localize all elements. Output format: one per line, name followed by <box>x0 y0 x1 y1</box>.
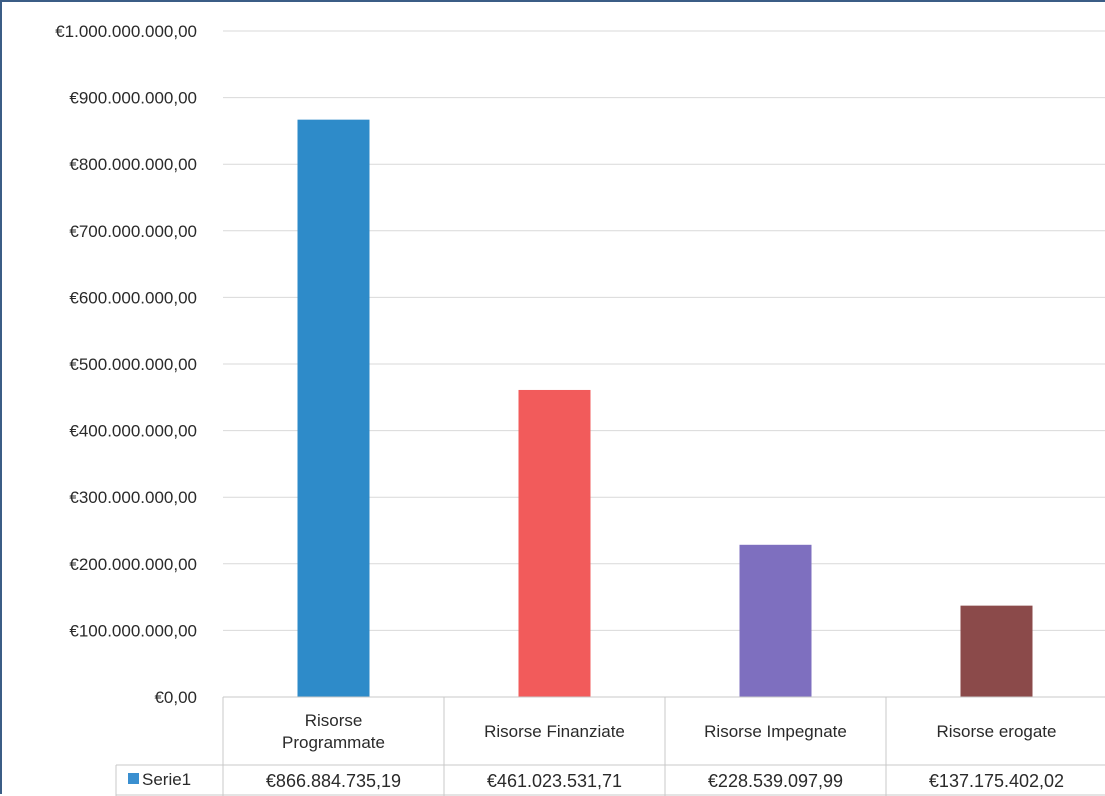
y-tick-label: €200.000.000,00 <box>69 555 197 574</box>
gridlines <box>223 30 1105 698</box>
bar-2 <box>518 389 591 697</box>
y-tick-label: €700.000.000,00 <box>69 222 197 241</box>
y-tick-label: €800.000.000,00 <box>69 155 197 174</box>
bar-3 <box>739 544 812 697</box>
y-tick-label: €0,00 <box>154 688 197 707</box>
data-label: €137.175.402,02 <box>929 771 1064 791</box>
y-tick-label: €100.000.000,00 <box>69 621 197 640</box>
x-category-label: Risorse Finanziate <box>484 722 625 741</box>
bar-4 <box>960 605 1033 697</box>
data-label: €866.884.735,19 <box>266 771 401 791</box>
y-tick-label: €400.000.000,00 <box>69 422 197 441</box>
y-tick-label: €1.000.000.000,00 <box>55 22 197 41</box>
y-tick-label: €300.000.000,00 <box>69 488 197 507</box>
bars <box>297 119 1033 697</box>
legend-swatch <box>128 773 139 784</box>
data-table: Risorse Programmate Risorse Finanziate Riso… <box>115 696 1105 796</box>
legend-series-name: Serie1 <box>142 770 191 789</box>
y-tick-label: €600.000.000,00 <box>69 288 197 307</box>
x-category-label: Risorse <box>305 711 363 730</box>
y-axis-ticks: €0,00 €100.000.000,00 €200.000.000,00 €300.… <box>55 22 197 707</box>
x-category-label: Risorse erogate <box>936 722 1056 741</box>
data-label: €461.023.531,71 <box>487 771 622 791</box>
bar-1 <box>297 119 370 697</box>
y-tick-label: €900.000.000,00 <box>69 89 197 108</box>
y-tick-label: €500.000.000,00 <box>69 355 197 374</box>
x-category-label: Programmate <box>282 733 385 752</box>
x-category-label: Risorse Impegnate <box>704 722 847 741</box>
data-label: €228.539.097,99 <box>708 771 843 791</box>
